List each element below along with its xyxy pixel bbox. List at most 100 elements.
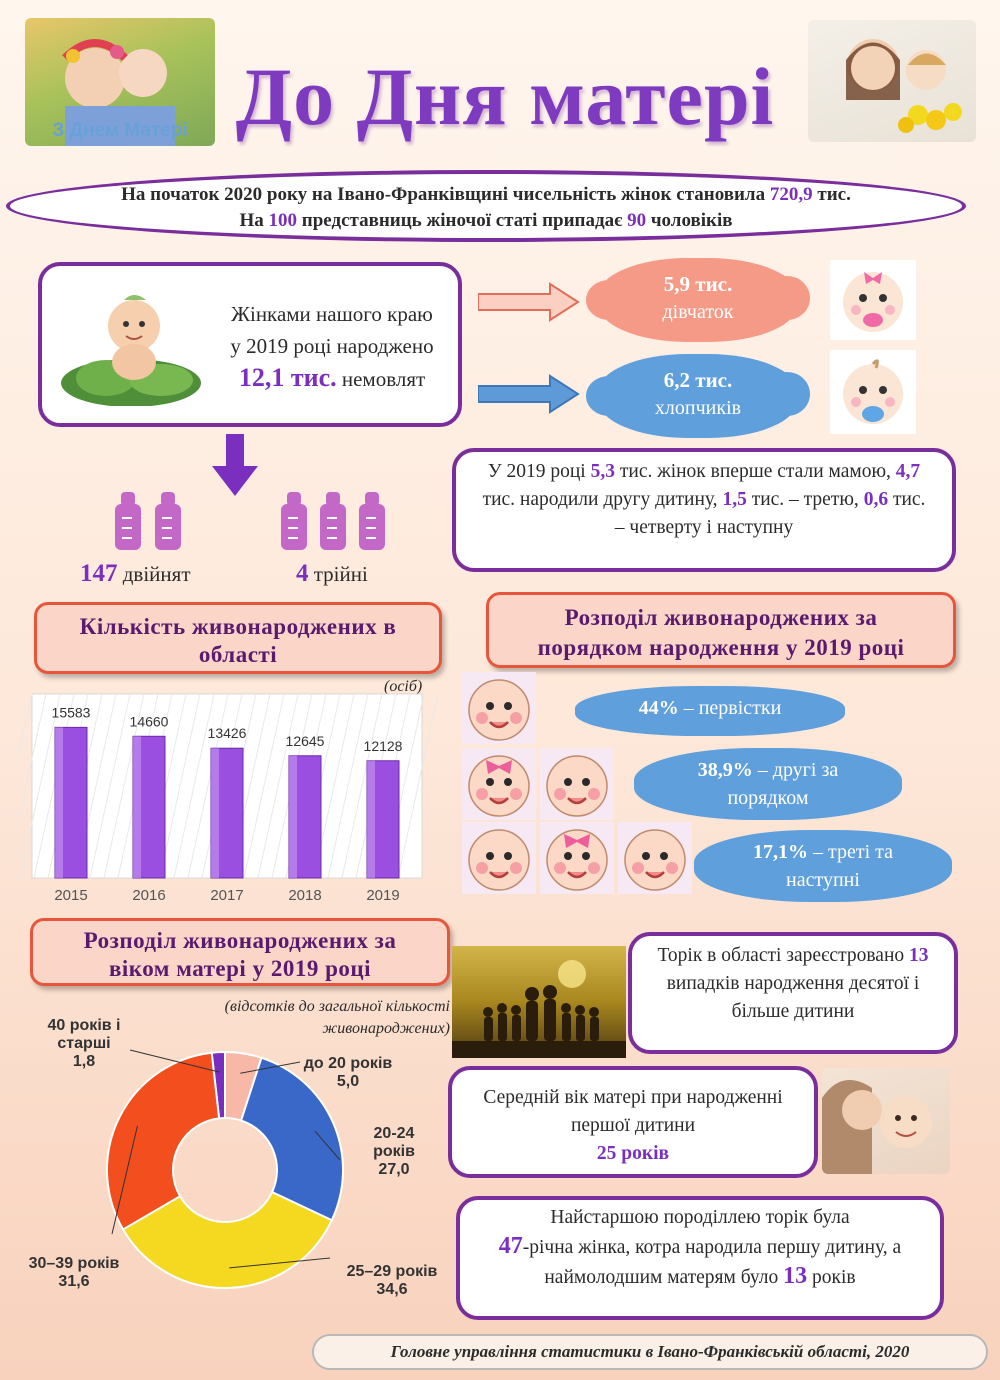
- face-cheek: [554, 862, 566, 874]
- baby-boy-face-icon: [618, 822, 692, 894]
- population-text: На початок 2020 року на Івано-Франківщин…: [121, 184, 770, 205]
- order-cloud-third: 17,1% – треті та наступні: [694, 830, 952, 902]
- bar-category-label: 2016: [132, 887, 165, 904]
- bar-grid-line: [89, 693, 131, 879]
- face-eye: [504, 702, 512, 710]
- tenth-child-value: 13: [909, 945, 929, 966]
- face-head: [546, 829, 608, 891]
- girls-label: дівчаток: [662, 301, 734, 323]
- baby-girl-face-icon: [462, 748, 536, 820]
- bar-grid-line: [20, 693, 33, 752]
- births-bar-chart: 15583 2015 14660 2016 13426 2017 12645 2018 1212…: [20, 693, 439, 904]
- gender-ratio-line: На 100 представниць жіночої статі припад…: [10, 208, 962, 234]
- arrow-right-icon: [478, 374, 580, 414]
- women-count: 720,9: [769, 184, 813, 205]
- mother-child-illustration: [62, 39, 175, 146]
- baby-boy-face-icon: [462, 822, 536, 894]
- bar-category-label: 2017: [210, 887, 243, 904]
- oldest-mother-box: Найстаршою породіллею торік була 47-річн…: [456, 1196, 944, 1320]
- ratio-text-3: чоловіків: [646, 210, 733, 231]
- twins-bottles-icon: [115, 492, 181, 550]
- donut-value-label: 5,0: [337, 1073, 359, 1090]
- twins-label: двійнят: [122, 562, 191, 586]
- baby-boy-icon: [830, 350, 916, 434]
- twins-value: 147: [80, 560, 118, 587]
- order-title-text: Розподіл живонароджених за порядком наро…: [537, 605, 905, 660]
- donut-category-label: 40 років і: [48, 1017, 121, 1034]
- oldest-text-3: років: [807, 1267, 856, 1288]
- mother-daughter-illustration: [846, 39, 962, 133]
- order-second-value: 38,9%: [697, 759, 753, 781]
- arrow-right-icon: [478, 282, 580, 322]
- face-eye: [582, 778, 590, 786]
- family-silhouette-photo: [452, 946, 626, 1058]
- bar-grid-line: [257, 693, 299, 879]
- donut-slice-3: [106, 1051, 221, 1231]
- bar-grid-line: [187, 693, 229, 879]
- face-mouth: [489, 721, 509, 729]
- face-cheek: [666, 862, 678, 874]
- mother-child-photo-left: З Днем Матері: [25, 18, 215, 146]
- births-value: 12,1 тис.: [238, 363, 337, 392]
- bar-value-label: 13426: [208, 725, 247, 741]
- bar-value-label: 12645: [286, 733, 325, 749]
- order-third-value: 17,1%: [752, 841, 808, 863]
- age-chart-note: (відсотків до загальної кількості живона…: [224, 998, 450, 1037]
- face-cheek: [510, 862, 522, 874]
- births-chart-unit: (осіб): [384, 678, 423, 695]
- face-eye: [486, 852, 494, 860]
- face-eye: [642, 852, 650, 860]
- face-head: [468, 829, 530, 891]
- boys-cloud: 6,2 тис. хлопчиків: [586, 354, 810, 438]
- donut-category-label: років: [373, 1143, 415, 1160]
- face-eye: [486, 702, 494, 710]
- population-unit: тис.: [812, 184, 851, 205]
- bar-grid-line: [159, 693, 201, 879]
- family-silhouette-icon: [452, 960, 626, 1058]
- donut-value-label: 34,6: [376, 1281, 407, 1298]
- donut-category-label: до 20 років: [304, 1055, 393, 1072]
- face-cheek: [588, 862, 600, 874]
- bar-grid-line: [397, 693, 439, 879]
- bar-grid-line: [243, 693, 285, 879]
- face-eye: [564, 778, 572, 786]
- face-eye: [582, 852, 590, 860]
- donut-category-label: 25–29 років: [347, 1263, 438, 1280]
- face-head: [546, 755, 608, 817]
- bar-value-label: 14660: [130, 713, 169, 729]
- ratio-text-2: представниць жіночої статі припадає: [297, 210, 628, 231]
- baby-girl-face-icon: [540, 822, 614, 894]
- face-mouth: [567, 871, 587, 879]
- births-line-3: 12,1 тис. немовлят: [212, 362, 452, 395]
- face-eye: [486, 778, 494, 786]
- donut-value-label: 27,0: [378, 1161, 409, 1178]
- bar-highlight: [289, 755, 297, 878]
- mother-daughter-photo-right: [808, 20, 976, 142]
- order-title: Розподіл живонароджених за порядком наро…: [486, 592, 956, 668]
- first-mothers-text-3: тис. народили другу дитину,: [482, 489, 723, 510]
- births-box: Жінками нашого краю у 2019 році народжен…: [38, 262, 462, 427]
- face-cheek: [510, 788, 522, 800]
- donut-leader-line: [111, 1125, 138, 1235]
- donut-leader-line: [229, 1257, 331, 1269]
- order-cloud-first: 44% – первістки: [575, 686, 845, 736]
- first-child-value: 5,3: [590, 461, 615, 482]
- boys-value: 6,2 тис.: [663, 368, 733, 392]
- avg-age-value: 25 років: [596, 1143, 670, 1164]
- bar-category-label: 2019: [366, 887, 399, 904]
- bar-grid-line: [20, 693, 61, 879]
- avg-age-box: Середній вік матері при народженні першо…: [448, 1066, 818, 1178]
- face-cheek: [476, 862, 488, 874]
- bar-category-label: 2018: [288, 887, 321, 904]
- donut-leader-line: [314, 1130, 341, 1161]
- births-unit: немовлят: [341, 367, 426, 391]
- baby-girl-icon: [830, 260, 916, 340]
- face-eye: [660, 852, 668, 860]
- tenth-child-text-2: випадків народження десятої і більше дит…: [666, 973, 920, 1022]
- donut-value-label: 1,8: [73, 1053, 95, 1070]
- bar-grid-line: [33, 693, 75, 879]
- order-first-label: – первістки: [678, 697, 782, 719]
- tenth-child-text-1: Торік в області зареєстровано: [657, 945, 910, 966]
- bar-grid-line: [327, 693, 369, 879]
- order-second-label: – другі за порядком: [727, 759, 839, 809]
